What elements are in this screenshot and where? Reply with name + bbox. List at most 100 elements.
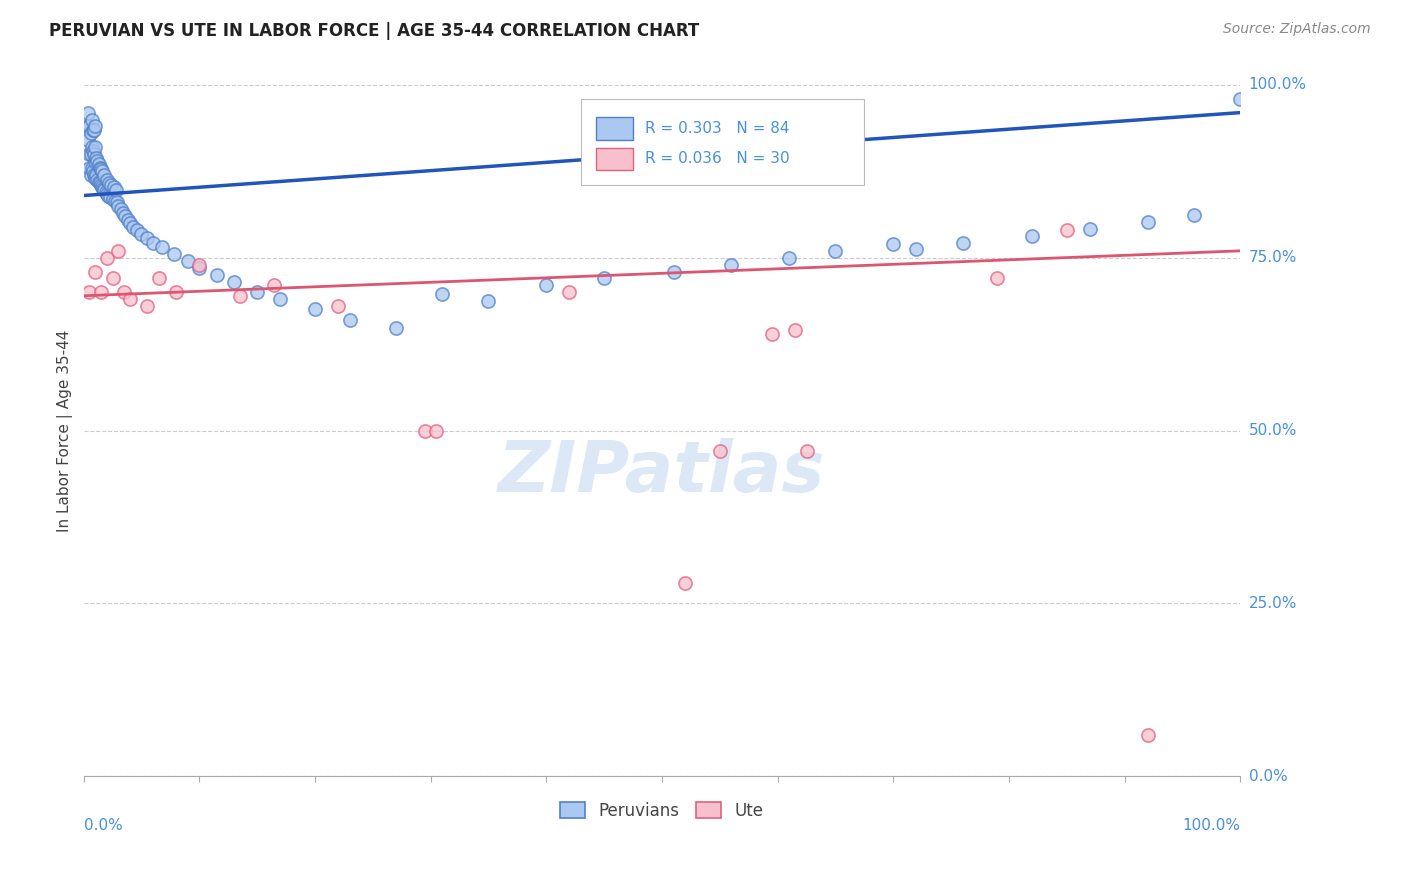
- Point: [110, 202, 132, 217]
- Point: [339, 313, 361, 327]
- Point: [86, 168, 108, 182]
- Point: [79, 161, 101, 175]
- Point: [112, 285, 135, 300]
- Point: [1229, 92, 1251, 106]
- FancyBboxPatch shape: [581, 99, 865, 186]
- Point: [96, 187, 118, 202]
- Text: 50.0%: 50.0%: [1249, 423, 1296, 438]
- Point: [82, 144, 104, 158]
- Point: [77, 133, 100, 147]
- Point: [229, 289, 252, 303]
- Point: [117, 212, 139, 227]
- Point: [101, 271, 124, 285]
- Point: [100, 178, 122, 193]
- Point: [326, 299, 349, 313]
- Point: [90, 285, 112, 300]
- Point: [79, 120, 101, 134]
- Point: [103, 180, 125, 194]
- Point: [111, 206, 134, 220]
- Point: [263, 278, 285, 293]
- Point: [91, 180, 114, 194]
- Point: [96, 251, 118, 265]
- Point: [246, 285, 269, 300]
- Point: [86, 173, 108, 187]
- Point: [1136, 215, 1159, 229]
- Text: R = 0.036   N = 30: R = 0.036 N = 30: [644, 152, 789, 167]
- FancyBboxPatch shape: [596, 118, 633, 139]
- Point: [150, 240, 173, 254]
- Point: [98, 190, 121, 204]
- Point: [269, 292, 291, 306]
- Text: R = 0.303   N = 84: R = 0.303 N = 84: [644, 121, 789, 136]
- Point: [80, 140, 103, 154]
- Point: [84, 120, 107, 134]
- Point: [136, 299, 159, 313]
- Point: [107, 199, 129, 213]
- Point: [558, 285, 581, 300]
- Point: [87, 157, 110, 171]
- Point: [82, 123, 104, 137]
- Point: [1021, 228, 1043, 243]
- Point: [84, 171, 107, 186]
- Point: [477, 293, 499, 308]
- Point: [430, 286, 453, 301]
- Point: [77, 105, 100, 120]
- Text: 25.0%: 25.0%: [1249, 596, 1296, 611]
- Point: [80, 112, 103, 127]
- Point: [1056, 223, 1078, 237]
- Point: [1136, 728, 1159, 742]
- Point: [148, 271, 170, 285]
- Point: [94, 185, 117, 199]
- Point: [593, 271, 616, 285]
- Point: [89, 176, 111, 190]
- Point: [413, 424, 436, 438]
- Text: Source: ZipAtlas.com: Source: ZipAtlas.com: [1223, 22, 1371, 37]
- Point: [165, 285, 187, 300]
- Point: [142, 235, 165, 250]
- Text: 0.0%: 0.0%: [1249, 769, 1288, 784]
- Point: [986, 271, 1008, 285]
- Point: [536, 278, 558, 293]
- Point: [176, 254, 198, 268]
- Point: [79, 147, 101, 161]
- Point: [93, 183, 115, 197]
- Point: [720, 258, 742, 272]
- Legend: Peruvians, Ute: Peruvians, Ute: [554, 796, 770, 827]
- Text: 75.0%: 75.0%: [1249, 251, 1296, 265]
- Point: [205, 268, 228, 282]
- Point: [778, 251, 800, 265]
- Point: [90, 178, 112, 193]
- Point: [90, 162, 112, 177]
- Point: [79, 285, 101, 300]
- Point: [82, 164, 104, 178]
- Point: [79, 147, 101, 161]
- Point: [1182, 208, 1205, 222]
- Point: [905, 243, 928, 257]
- Y-axis label: In Labor Force | Age 35-44: In Labor Force | Age 35-44: [58, 329, 73, 532]
- Text: ZIPatlas: ZIPatlas: [498, 438, 825, 507]
- Point: [96, 173, 118, 187]
- Point: [79, 126, 101, 140]
- Point: [93, 168, 115, 182]
- Point: [98, 176, 121, 190]
- Point: [662, 264, 685, 278]
- Point: [783, 323, 806, 337]
- Point: [163, 247, 186, 261]
- Point: [188, 261, 211, 276]
- Point: [188, 258, 211, 272]
- Point: [97, 188, 120, 202]
- Point: [83, 123, 105, 137]
- Point: [709, 444, 731, 458]
- Point: [86, 151, 108, 165]
- Point: [882, 236, 904, 251]
- Point: [125, 223, 148, 237]
- Point: [385, 321, 408, 335]
- Point: [91, 181, 114, 195]
- Text: 0.0%: 0.0%: [83, 818, 122, 832]
- Text: 100.0%: 100.0%: [1182, 818, 1240, 832]
- Point: [136, 231, 159, 245]
- Text: PERUVIAN VS UTE IN LABOR FORCE | AGE 35-44 CORRELATION CHART: PERUVIAN VS UTE IN LABOR FORCE | AGE 35-…: [49, 22, 699, 40]
- FancyBboxPatch shape: [596, 148, 633, 170]
- Point: [101, 192, 124, 206]
- Point: [84, 264, 107, 278]
